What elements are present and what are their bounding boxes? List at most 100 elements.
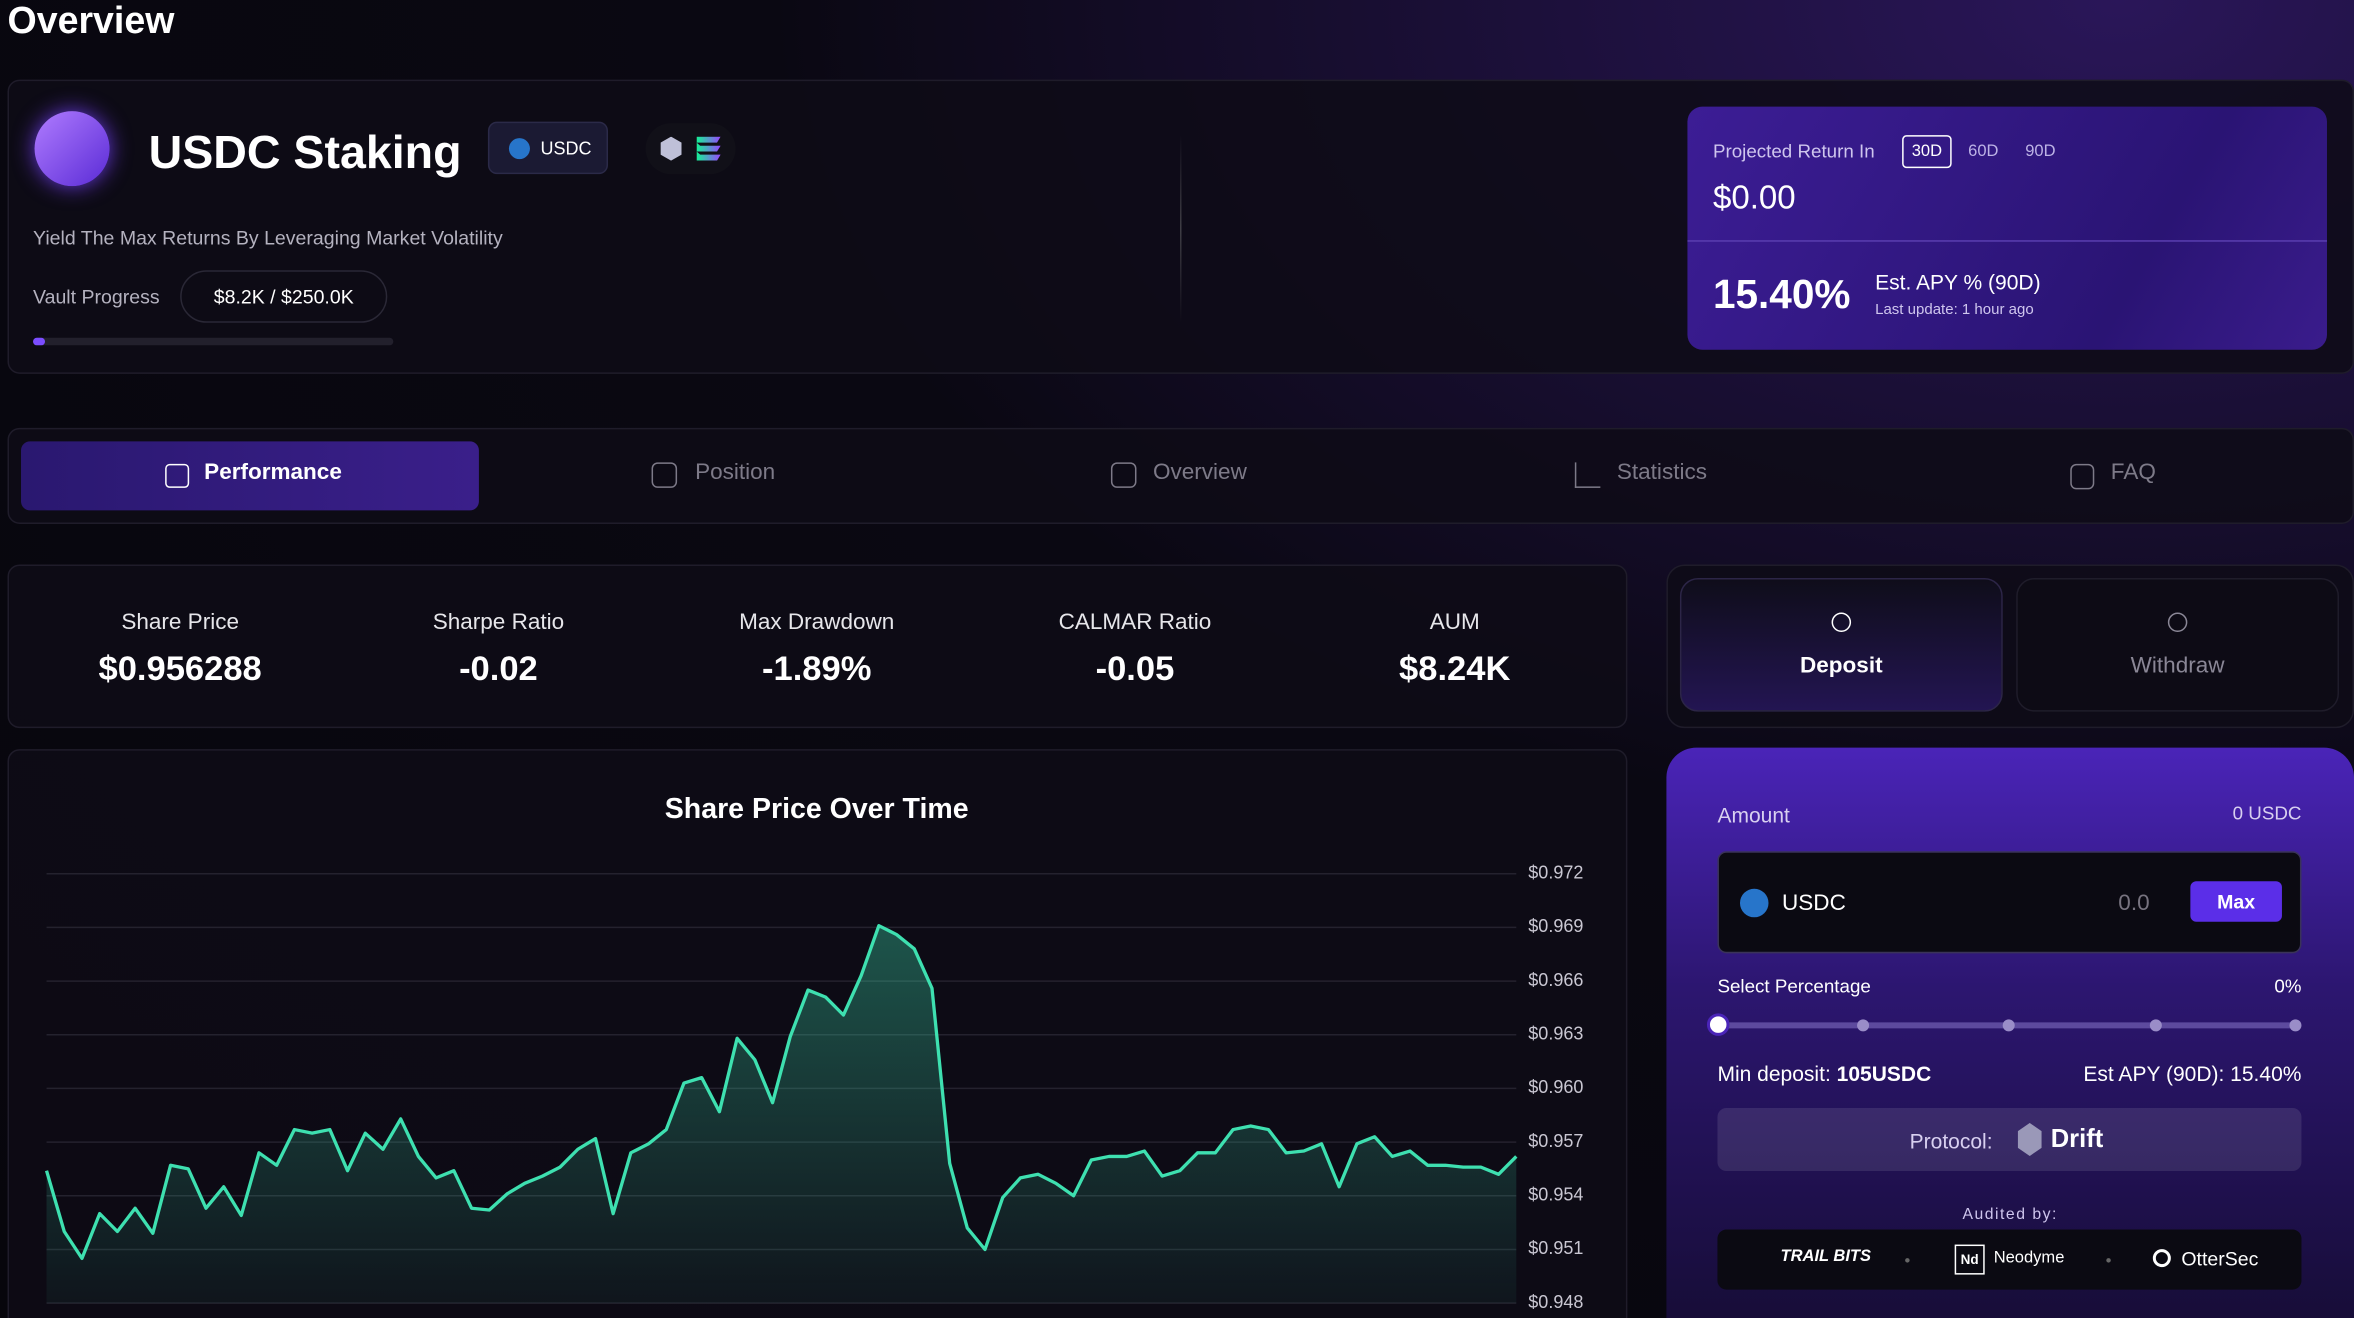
tab-icon (1574, 462, 1601, 488)
progress-label: Vault Progress (33, 285, 160, 308)
auditors-box: TRAIL BITS Nd Neodyme OtterSec (1717, 1229, 2302, 1290)
y-tick-label: $0.957 (1528, 1131, 1583, 1151)
est-apy: Est APY (90D): 15.40% (2083, 1061, 2302, 1086)
slider-knob[interactable] (1706, 1013, 1730, 1036)
tab-icon (165, 463, 190, 488)
projection-card: Projected Return In 30D 60D 90D $0.00 15… (1687, 106, 2327, 350)
separator (2106, 1258, 2111, 1263)
tab-icon (1110, 462, 1137, 488)
stat-value: -1.89% (761, 648, 872, 688)
slider-dot (2002, 1019, 2015, 1032)
projection-label: Projected Return In (1712, 141, 1875, 163)
protocol-icons (645, 123, 736, 175)
stat-label: Sharpe Ratio (432, 609, 565, 636)
button-icon (2167, 612, 2188, 633)
y-tick-label: $0.960 (1528, 1077, 1583, 1097)
stat-label: AUM (1429, 609, 1480, 636)
y-tick-label: $0.948 (1528, 1292, 1583, 1312)
progress-fill (33, 337, 46, 346)
apy-value: 15.40% (1712, 271, 1851, 317)
y-tick-label: $0.972 (1528, 862, 1583, 882)
tab[interactable]: Position (695, 459, 776, 485)
amount-label: Amount (1717, 803, 1790, 828)
stat-label: Share Price (121, 609, 239, 636)
stat-label: Max Drawdown (739, 609, 895, 636)
period-tab[interactable]: 90D (2025, 142, 2056, 161)
vault-name: USDC Staking (148, 126, 462, 179)
vault-logo (34, 111, 110, 187)
projected-amount: $0.00 (1712, 178, 1796, 217)
max-button[interactable]: Max (2190, 881, 2282, 922)
divider (1180, 135, 1182, 323)
area-fill (46, 925, 1517, 1304)
protocol-box: Protocol: Drift (1717, 1107, 2302, 1171)
page-title: Overview (7, 0, 175, 43)
input-value: 0.0 (2118, 890, 2150, 916)
separator (1905, 1258, 1910, 1263)
withdraw-button[interactable]: Withdraw (2016, 577, 2339, 712)
auditor: TRAIL BITS (1780, 1247, 1872, 1266)
stat-value: $0.956288 (98, 648, 262, 688)
active-tab-bg (21, 441, 479, 511)
period-tab[interactable]: 60D (1968, 142, 1999, 161)
divider (1687, 240, 2327, 242)
deposit-button[interactable]: Deposit (1679, 577, 2003, 712)
auditor: OtterSec (2181, 1247, 2259, 1271)
usdc-icon (508, 138, 530, 160)
tab[interactable]: FAQ (2110, 459, 2156, 485)
min-deposit: Min deposit: 105USDC (1717, 1061, 1931, 1085)
slider-dot (2289, 1019, 2302, 1032)
apy-updated: Last update: 1 hour ago (1875, 301, 2034, 319)
percentage-label: Select Percentage (1717, 975, 1871, 997)
y-tick-label: $0.969 (1528, 916, 1583, 936)
vault-description: Yield The Max Returns By Leveraging Mark… (33, 226, 503, 250)
stat-value: $8.24K (1399, 648, 1511, 688)
ottersec-icon (2152, 1249, 2171, 1268)
drift-icon (660, 136, 682, 161)
y-tick-label: $0.954 (1528, 1185, 1583, 1205)
button-label: Withdraw (2130, 653, 2225, 679)
amount-input[interactable]: USDC 0.0 Max (1717, 851, 2302, 954)
min-deposit-label: Min deposit: (1717, 1061, 1831, 1086)
y-tick-label: $0.951 (1528, 1238, 1583, 1258)
drift-icon (2017, 1122, 2042, 1156)
progress-track (33, 337, 394, 346)
tab[interactable]: Statistics (1616, 459, 1707, 485)
button-icon (1831, 612, 1852, 633)
min-deposit-value: 105USDC (1836, 1061, 1932, 1086)
y-tick-label: $0.966 (1528, 970, 1583, 990)
stat-value: -0.05 (1095, 648, 1175, 688)
input-token: USDC (1782, 890, 1846, 916)
usdc-icon (1739, 888, 1769, 918)
protocol-label: Protocol: (1909, 1128, 1993, 1153)
apy-label: Est. APY % (90D) (1875, 270, 2041, 295)
tab[interactable]: Performance (204, 459, 342, 485)
token-pill[interactable]: USDC (487, 121, 609, 175)
balance: 0 USDC (2232, 803, 2302, 825)
protocol-name: Drift (2050, 1124, 2104, 1153)
stat-label: CALMAR Ratio (1058, 609, 1212, 636)
slider-dot (1857, 1019, 1870, 1032)
period-tab[interactable]: 30D (1902, 135, 1952, 169)
tab-icon (651, 462, 678, 488)
audited-label: Audited by: (1962, 1205, 2058, 1224)
tab-icon (2070, 463, 2095, 490)
token-label: USDC (540, 138, 592, 160)
tab[interactable]: Overview (1152, 459, 1247, 485)
button-label: Deposit (1800, 653, 1883, 679)
neodyme-icon: Nd (1954, 1244, 1985, 1275)
auditor: Neodyme (1993, 1249, 2065, 1268)
solana-icon (696, 136, 721, 161)
stat-value: -0.02 (459, 648, 538, 688)
stats-card (7, 564, 1628, 729)
deposit-panel: Amount 0 USDC USDC 0.0 Max Select Percen… (1666, 747, 2354, 1318)
chart-title: Share Price Over Time (665, 793, 969, 825)
line (44, 924, 1518, 1261)
progress-pill: $8.2K / $250.0K (180, 270, 388, 323)
slider-dot (2149, 1019, 2162, 1032)
percentage-value: 0% (2274, 975, 2302, 997)
y-tick-label: $0.963 (1528, 1024, 1583, 1044)
chart: Share Price Over Time $0.972 $0.969 $0.966… (44, 793, 1583, 1312)
